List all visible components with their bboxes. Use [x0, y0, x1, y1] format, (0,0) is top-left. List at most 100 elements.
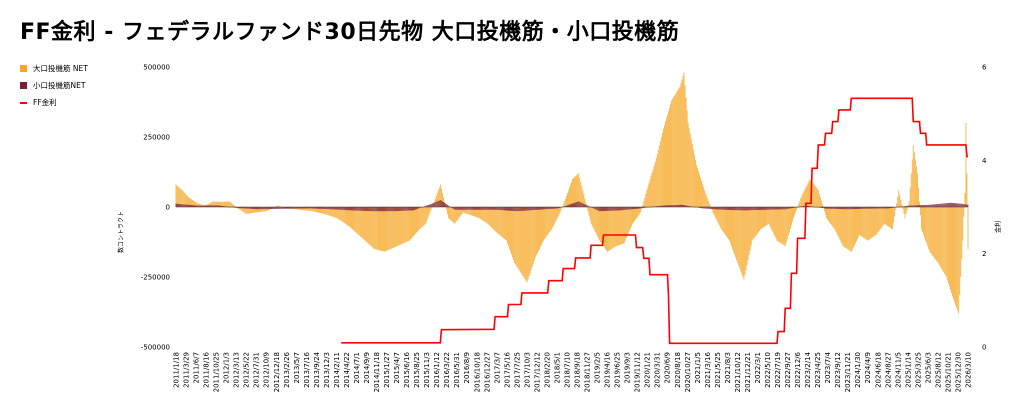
- bar-large-speculators: [464, 207, 466, 214]
- bar-small-speculators: [242, 207, 244, 209]
- bar-large-speculators: [416, 207, 417, 233]
- bar-large-speculators: [317, 207, 318, 213]
- bar-small-speculators: [280, 207, 282, 209]
- bar-large-speculators: [744, 207, 746, 275]
- bar-small-speculators: [248, 207, 250, 209]
- bar-large-speculators: [616, 207, 618, 246]
- bar-large-speculators: [905, 207, 907, 214]
- bar-large-speculators: [491, 207, 493, 228]
- bar-large-speculators: [644, 197, 646, 207]
- bar-small-speculators: [690, 206, 692, 207]
- bar-large-speculators: [966, 173, 968, 207]
- bar-small-speculators: [689, 206, 691, 207]
- x-tick-label: 2023/9/12: [834, 352, 842, 388]
- bar-large-speculators: [709, 204, 711, 207]
- bar-large-speculators: [349, 207, 350, 227]
- bar-small-speculators: [397, 207, 399, 211]
- bar-large-speculators: [479, 207, 480, 219]
- bar-small-speculators: [629, 207, 631, 210]
- bar-large-speculators: [276, 205, 278, 207]
- bar-large-speculators: [417, 207, 419, 232]
- legend-label-ff-rate: FF金利: [33, 98, 57, 107]
- bar-small-speculators: [930, 204, 932, 207]
- bar-large-speculators: [864, 207, 866, 239]
- bar-large-speculators: [395, 207, 397, 247]
- bar-small-speculators: [381, 207, 382, 212]
- bar-large-speculators: [801, 195, 803, 207]
- bar-large-speculators: [578, 173, 580, 207]
- bar-large-speculators: [621, 207, 623, 245]
- bar-large-speculators: [962, 207, 964, 241]
- bar-large-speculators: [752, 207, 754, 240]
- bar-large-speculators: [791, 207, 792, 226]
- bar-small-speculators: [803, 205, 805, 207]
- bar-small-speculators: [493, 207, 495, 210]
- bar-small-speculators: [762, 207, 763, 210]
- bar-small-speculators: [223, 206, 224, 207]
- bar-small-speculators: [739, 207, 741, 211]
- bar-large-speculators: [676, 91, 678, 207]
- bar-small-speculators: [874, 207, 876, 209]
- bar-large-speculators: [410, 207, 411, 240]
- bar-small-speculators: [763, 207, 764, 210]
- bar-large-speculators: [650, 176, 652, 207]
- bar-small-speculators: [861, 207, 863, 209]
- bar-large-speculators: [499, 207, 501, 236]
- bar-large-speculators: [715, 207, 717, 219]
- bar-large-speculators: [569, 187, 570, 207]
- bar-small-speculators: [603, 207, 604, 212]
- bar-small-speculators: [558, 207, 560, 209]
- bar-large-speculators: [929, 207, 931, 252]
- bar-large-speculators: [932, 207, 934, 256]
- bar-large-speculators: [263, 207, 265, 212]
- bar-small-speculators: [849, 207, 851, 210]
- bar-large-speculators: [673, 97, 675, 207]
- bar-small-speculators: [644, 207, 646, 208]
- x-tick-label: 2023/4/25: [814, 352, 822, 388]
- bar-large-speculators: [877, 207, 879, 233]
- bar-large-speculators: [724, 207, 726, 235]
- bar-small-speculators: [515, 207, 517, 212]
- bar-small-speculators: [859, 207, 860, 209]
- bar-large-speculators: [498, 207, 500, 235]
- bar-small-speculators: [417, 207, 419, 209]
- bar-small-speculators: [790, 207, 791, 209]
- bar-small-speculators: [268, 207, 270, 210]
- bar-large-speculators: [211, 201, 213, 207]
- bar-large-speculators: [216, 201, 218, 207]
- bar-large-speculators: [967, 207, 969, 249]
- bar-large-speculators: [868, 207, 870, 240]
- bar-large-speculators: [798, 204, 800, 207]
- bar-small-speculators: [479, 207, 480, 210]
- bar-large-speculators: [840, 207, 842, 242]
- bar-large-speculators: [422, 207, 424, 227]
- bar-large-speculators: [420, 207, 422, 229]
- bar-small-speculators: [722, 207, 724, 210]
- bar-small-speculators: [948, 202, 949, 207]
- bar-large-speculators: [950, 207, 951, 291]
- bar-small-speculators: [674, 205, 676, 207]
- bar-small-speculators: [186, 204, 188, 207]
- bar-large-speculators: [657, 149, 659, 207]
- bar-large-speculators: [378, 207, 379, 251]
- bar-small-speculators: [962, 203, 964, 207]
- bar-large-speculators: [350, 207, 351, 228]
- bar-large-speculators: [257, 207, 258, 213]
- x-tick-label: 2011/1/18: [173, 352, 181, 388]
- bar-large-speculators: [539, 207, 540, 249]
- bar-small-speculators: [867, 207, 869, 209]
- bar-large-speculators: [471, 207, 473, 216]
- bar-small-speculators: [501, 207, 503, 211]
- bar-small-speculators: [475, 207, 476, 210]
- x-tick-label: 2012/5/22: [243, 352, 251, 388]
- bar-small-speculators: [271, 207, 273, 209]
- bar-small-speculators: [284, 207, 285, 209]
- bar-large-speculators: [457, 207, 459, 220]
- bar-large-speculators: [796, 207, 797, 210]
- bar-large-speculators: [742, 207, 744, 277]
- bar-large-speculators: [191, 199, 192, 207]
- bar-small-speculators: [553, 207, 555, 209]
- bar-large-speculators: [565, 195, 567, 207]
- bar-small-speculators: [201, 205, 203, 207]
- bar-large-speculators: [664, 125, 665, 207]
